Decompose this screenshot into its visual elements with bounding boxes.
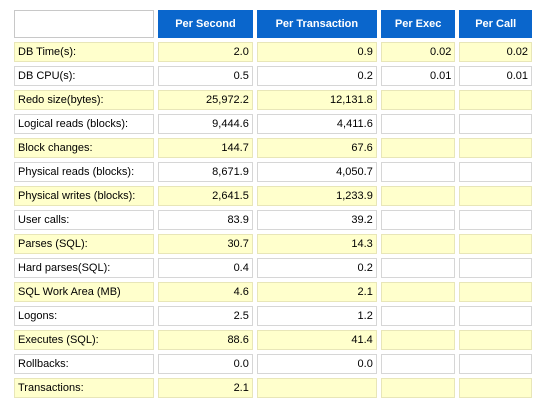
cell-per-call — [459, 114, 532, 134]
table-row: SQL Work Area (MB) 4.6 2.1 — [14, 282, 532, 302]
row-label: User calls: — [14, 210, 155, 230]
cell-per-transaction: 67.6 — [256, 138, 377, 158]
cell-per-call — [459, 210, 532, 230]
cell-per-call — [459, 378, 532, 398]
cell-per-transaction: 2.1 — [256, 282, 377, 302]
table-row: DB CPU(s): 0.5 0.2 0.01 0.01 — [14, 66, 532, 86]
cell-per-call — [459, 282, 532, 302]
cell-per-second: 144.7 — [158, 138, 253, 158]
table-row: Logical reads (blocks): 9,444.6 4,411.6 — [14, 114, 532, 134]
cell-per-exec: 0.02 — [380, 42, 456, 62]
cell-per-transaction: 12,131.8 — [256, 90, 377, 110]
row-label: DB Time(s): — [14, 42, 155, 62]
row-label: SQL Work Area (MB) — [14, 282, 155, 302]
cell-per-second: 2.0 — [158, 42, 253, 62]
cell-per-transaction — [256, 378, 377, 398]
row-label: Redo size(bytes): — [14, 90, 155, 110]
table-row: Redo size(bytes): 25,972.2 12,131.8 — [14, 90, 532, 110]
cell-per-transaction: 0.2 — [256, 66, 377, 86]
cell-per-transaction: 14.3 — [256, 234, 377, 254]
cell-per-exec: 0.01 — [380, 66, 456, 86]
cell-per-second: 30.7 — [158, 234, 253, 254]
table-row: Parses (SQL): 30.7 14.3 — [14, 234, 532, 254]
row-label: DB CPU(s): — [14, 66, 155, 86]
cell-per-call: 0.02 — [459, 42, 532, 62]
cell-per-second: 0.4 — [158, 258, 253, 278]
cell-per-second: 83.9 — [158, 210, 253, 230]
cell-per-exec — [380, 162, 456, 182]
header-per-transaction: Per Transaction — [256, 10, 377, 38]
row-label: Logical reads (blocks): — [14, 114, 155, 134]
table-row: Block changes: 144.7 67.6 — [14, 138, 532, 158]
cell-per-exec — [380, 378, 456, 398]
table-row: User calls: 83.9 39.2 — [14, 210, 532, 230]
cell-per-second: 88.6 — [158, 330, 253, 350]
row-label: Physical reads (blocks): — [14, 162, 155, 182]
header-per-second: Per Second — [158, 10, 253, 38]
table-row: Rollbacks: 0.0 0.0 — [14, 354, 532, 374]
cell-per-call — [459, 138, 532, 158]
header-per-call: Per Call — [459, 10, 532, 38]
cell-per-transaction: 0.2 — [256, 258, 377, 278]
cell-per-transaction: 0.9 — [256, 42, 377, 62]
table-row: Executes (SQL): 88.6 41.4 — [14, 330, 532, 350]
header-row: Per Second Per Transaction Per Exec Per … — [14, 10, 532, 38]
table-body: DB Time(s): 2.0 0.9 0.02 0.02 DB CPU(s):… — [14, 42, 532, 398]
cell-per-transaction: 41.4 — [256, 330, 377, 350]
cell-per-second: 9,444.6 — [158, 114, 253, 134]
cell-per-transaction: 4,411.6 — [256, 114, 377, 134]
row-label: Parses (SQL): — [14, 234, 155, 254]
header-per-exec: Per Exec — [380, 10, 456, 38]
cell-per-call — [459, 234, 532, 254]
row-label: Transactions: — [14, 378, 155, 398]
cell-per-exec — [380, 186, 456, 206]
cell-per-call — [459, 90, 532, 110]
cell-per-second: 25,972.2 — [158, 90, 253, 110]
cell-per-exec — [380, 90, 456, 110]
cell-per-call — [459, 258, 532, 278]
row-label: Rollbacks: — [14, 354, 155, 374]
header-corner-cell — [14, 10, 155, 38]
cell-per-call — [459, 354, 532, 374]
cell-per-exec — [380, 282, 456, 302]
cell-per-call — [459, 186, 532, 206]
cell-per-transaction: 4,050.7 — [256, 162, 377, 182]
cell-per-transaction: 39.2 — [256, 210, 377, 230]
cell-per-call — [459, 306, 532, 326]
cell-per-exec — [380, 330, 456, 350]
cell-per-call — [459, 162, 532, 182]
load-profile-table: Per Second Per Transaction Per Exec Per … — [10, 6, 536, 402]
cell-per-transaction: 1,233.9 — [256, 186, 377, 206]
cell-per-second: 0.5 — [158, 66, 253, 86]
cell-per-second: 8,671.9 — [158, 162, 253, 182]
row-label: Hard parses(SQL): — [14, 258, 155, 278]
table-row: Logons: 2.5 1.2 — [14, 306, 532, 326]
table-row: Hard parses(SQL): 0.4 0.2 — [14, 258, 532, 278]
cell-per-second: 4.6 — [158, 282, 253, 302]
cell-per-exec — [380, 114, 456, 134]
cell-per-transaction: 1.2 — [256, 306, 377, 326]
row-label: Physical writes (blocks): — [14, 186, 155, 206]
cell-per-second: 2,641.5 — [158, 186, 253, 206]
cell-per-transaction: 0.0 — [256, 354, 377, 374]
cell-per-exec — [380, 210, 456, 230]
row-label: Logons: — [14, 306, 155, 326]
cell-per-exec — [380, 306, 456, 326]
cell-per-call — [459, 330, 532, 350]
cell-per-second: 0.0 — [158, 354, 253, 374]
table-row: Physical reads (blocks): 8,671.9 4,050.7 — [14, 162, 532, 182]
row-label: Executes (SQL): — [14, 330, 155, 350]
table-row: Physical writes (blocks): 2,641.5 1,233.… — [14, 186, 532, 206]
table-row: Transactions: 2.1 — [14, 378, 532, 398]
table-row: DB Time(s): 2.0 0.9 0.02 0.02 — [14, 42, 532, 62]
cell-per-exec — [380, 234, 456, 254]
cell-per-second: 2.1 — [158, 378, 253, 398]
cell-per-call: 0.01 — [459, 66, 532, 86]
cell-per-exec — [380, 258, 456, 278]
cell-per-exec — [380, 138, 456, 158]
cell-per-second: 2.5 — [158, 306, 253, 326]
cell-per-exec — [380, 354, 456, 374]
row-label: Block changes: — [14, 138, 155, 158]
